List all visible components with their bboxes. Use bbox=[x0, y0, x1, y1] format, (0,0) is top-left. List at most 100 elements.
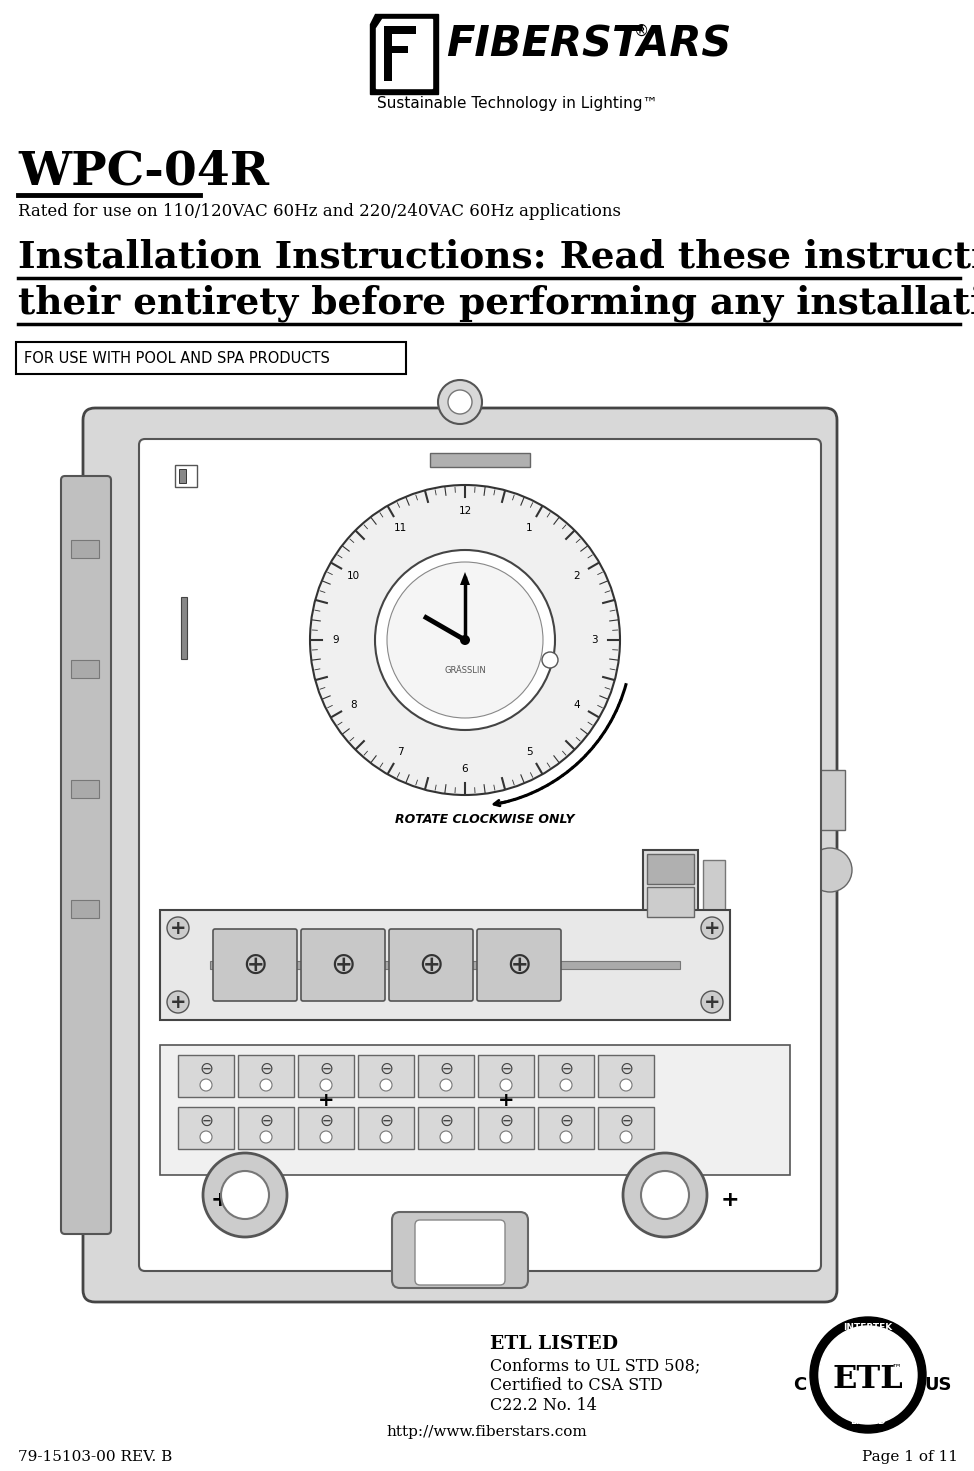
Text: Certified to CSA STD: Certified to CSA STD bbox=[490, 1377, 662, 1395]
Bar bbox=[71, 660, 99, 678]
Circle shape bbox=[310, 485, 620, 794]
Text: 7: 7 bbox=[397, 747, 404, 756]
Text: ⊖: ⊖ bbox=[199, 1112, 213, 1130]
Bar bbox=[815, 769, 845, 830]
Text: +: + bbox=[704, 993, 720, 1012]
Circle shape bbox=[375, 550, 555, 730]
Bar bbox=[238, 1108, 294, 1149]
Circle shape bbox=[200, 1131, 212, 1143]
FancyBboxPatch shape bbox=[392, 1212, 528, 1289]
Circle shape bbox=[440, 1080, 452, 1091]
Text: ROTATE CLOCKWISE ONLY: ROTATE CLOCKWISE ONLY bbox=[395, 813, 575, 827]
Circle shape bbox=[167, 916, 189, 938]
Text: 3: 3 bbox=[590, 635, 597, 644]
FancyBboxPatch shape bbox=[139, 438, 821, 1271]
Text: FIBERSTARS: FIBERSTARS bbox=[446, 24, 731, 65]
Text: 9: 9 bbox=[333, 635, 339, 644]
Text: INTERTEK: INTERTEK bbox=[843, 1324, 892, 1333]
Text: WPC-04R: WPC-04R bbox=[18, 149, 269, 194]
Circle shape bbox=[500, 1131, 512, 1143]
Text: ⊖: ⊖ bbox=[559, 1112, 573, 1130]
Text: 11: 11 bbox=[393, 524, 407, 534]
Bar bbox=[384, 26, 392, 81]
Text: +: + bbox=[210, 1190, 229, 1211]
Bar bbox=[538, 1055, 594, 1097]
Text: FOR USE WITH POOL AND SPA PRODUCTS: FOR USE WITH POOL AND SPA PRODUCTS bbox=[24, 350, 330, 365]
Text: ⊖: ⊖ bbox=[439, 1112, 453, 1130]
Text: their entirety before performing any installation work.: their entirety before performing any ins… bbox=[18, 284, 974, 322]
Text: I – ON: I – ON bbox=[195, 594, 247, 609]
Bar bbox=[478, 1055, 534, 1097]
Text: ⊕: ⊕ bbox=[506, 950, 532, 980]
Circle shape bbox=[701, 991, 723, 1014]
Text: ⊖: ⊖ bbox=[259, 1112, 273, 1130]
Text: ⊖: ⊖ bbox=[319, 1112, 333, 1130]
Bar bbox=[418, 1055, 474, 1097]
Bar bbox=[175, 465, 197, 487]
Text: ⊖: ⊖ bbox=[379, 1112, 393, 1130]
Circle shape bbox=[641, 1171, 689, 1219]
Bar bbox=[71, 900, 99, 918]
Bar bbox=[384, 46, 408, 53]
Circle shape bbox=[500, 1080, 512, 1091]
Text: US: US bbox=[924, 1375, 952, 1395]
FancyBboxPatch shape bbox=[61, 477, 111, 1234]
Bar bbox=[478, 1108, 534, 1149]
Text: +: + bbox=[169, 918, 186, 937]
Text: GRÄSSLIN: GRÄSSLIN bbox=[444, 665, 486, 675]
Text: +: + bbox=[721, 1190, 739, 1211]
Bar bbox=[71, 780, 99, 797]
Text: 79-15103-00 REV. B: 79-15103-00 REV. B bbox=[18, 1450, 172, 1464]
Text: ⊕: ⊕ bbox=[330, 950, 356, 980]
Bar bbox=[178, 1108, 234, 1149]
Bar bbox=[358, 1055, 414, 1097]
Text: +: + bbox=[169, 993, 186, 1012]
Text: ⊖: ⊖ bbox=[619, 1112, 633, 1130]
Circle shape bbox=[620, 1131, 632, 1143]
Bar bbox=[178, 1055, 234, 1097]
Circle shape bbox=[438, 380, 482, 424]
Text: Conforms to UL STD 508;: Conforms to UL STD 508; bbox=[490, 1358, 700, 1374]
Bar bbox=[16, 341, 406, 374]
Bar bbox=[430, 453, 530, 466]
Text: 6: 6 bbox=[462, 763, 468, 774]
Text: 0 – OFF: 0 – OFF bbox=[195, 652, 259, 665]
Text: ⊕: ⊕ bbox=[418, 950, 444, 980]
Circle shape bbox=[167, 991, 189, 1014]
Text: ETL: ETL bbox=[833, 1364, 903, 1395]
Text: ⊖: ⊖ bbox=[439, 1061, 453, 1078]
Text: C22.2 No. 14: C22.2 No. 14 bbox=[490, 1397, 597, 1414]
Text: ON: ON bbox=[614, 855, 635, 869]
Text: ⊕: ⊕ bbox=[243, 950, 268, 980]
Text: +: + bbox=[451, 1225, 469, 1244]
Circle shape bbox=[460, 635, 470, 644]
Circle shape bbox=[808, 847, 852, 891]
Text: 12: 12 bbox=[459, 506, 471, 516]
Bar bbox=[358, 1108, 414, 1149]
Text: 4: 4 bbox=[574, 700, 581, 709]
Text: Rated for use on 110/120VAC 60Hz and 220/240VAC 60Hz applications: Rated for use on 110/120VAC 60Hz and 220… bbox=[18, 203, 621, 221]
Bar bbox=[298, 1055, 354, 1097]
Circle shape bbox=[560, 1080, 572, 1091]
FancyBboxPatch shape bbox=[83, 407, 837, 1302]
Bar bbox=[181, 597, 187, 659]
Text: +: + bbox=[498, 1090, 514, 1109]
Circle shape bbox=[260, 1080, 272, 1091]
Circle shape bbox=[221, 1171, 269, 1219]
Circle shape bbox=[810, 1317, 926, 1433]
Text: Page 1 of 11: Page 1 of 11 bbox=[862, 1450, 958, 1464]
Bar bbox=[238, 1055, 294, 1097]
Text: ⊖: ⊖ bbox=[499, 1061, 513, 1078]
Text: 2: 2 bbox=[574, 571, 581, 581]
Text: ®: ® bbox=[634, 24, 650, 40]
Polygon shape bbox=[376, 19, 432, 88]
Text: ⊖: ⊖ bbox=[259, 1061, 273, 1078]
Bar bbox=[384, 26, 416, 34]
Text: 5: 5 bbox=[526, 747, 533, 756]
Text: REMOTE: REMOTE bbox=[577, 894, 635, 909]
FancyBboxPatch shape bbox=[301, 930, 385, 1000]
Text: OFF: OFF bbox=[608, 875, 635, 888]
Text: ⊖: ⊖ bbox=[559, 1061, 573, 1078]
Circle shape bbox=[560, 1131, 572, 1143]
Circle shape bbox=[260, 1131, 272, 1143]
